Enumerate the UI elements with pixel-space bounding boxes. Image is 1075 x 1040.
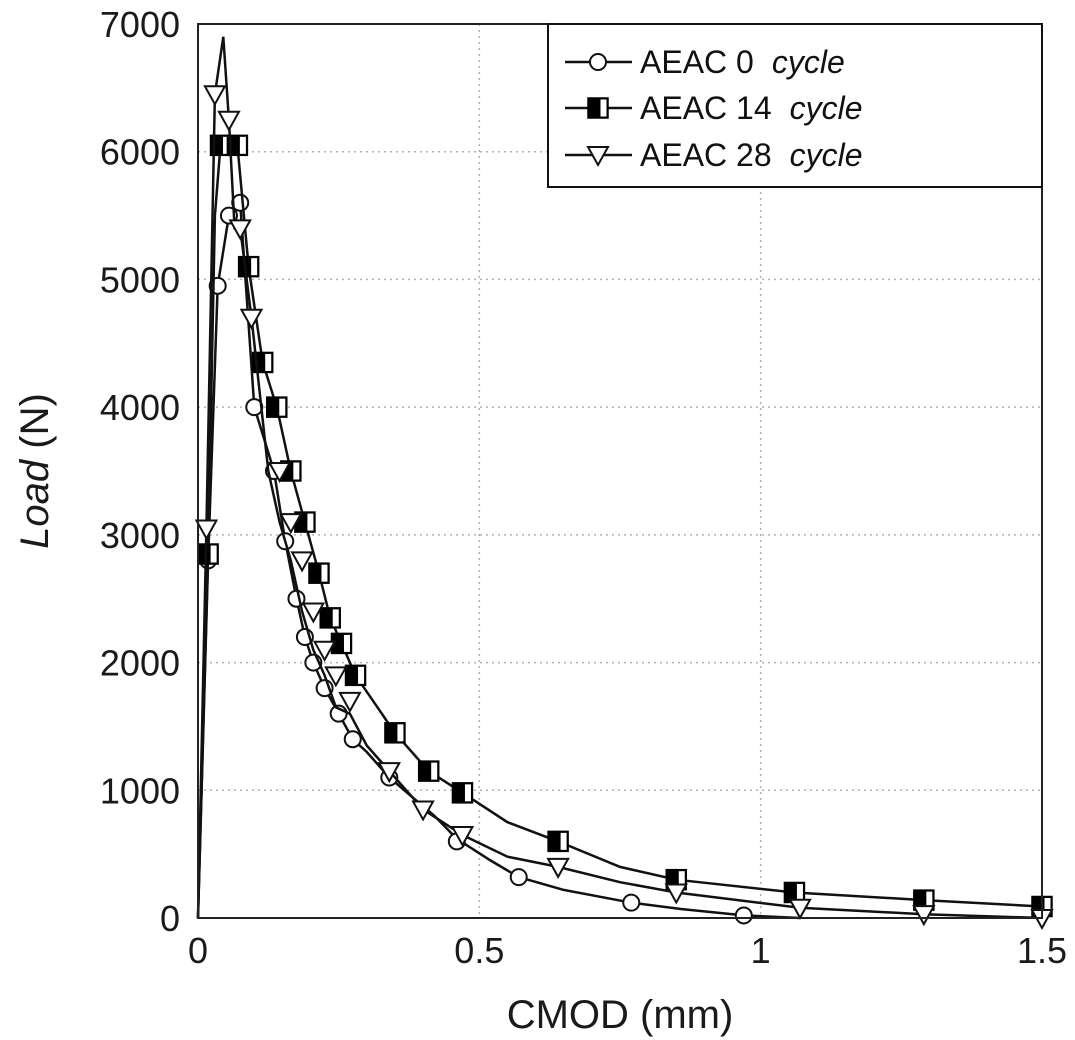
legend-label: AEAC 28 cycle: [640, 137, 863, 173]
data-point-2: [330, 632, 353, 655]
y-tick-label: 1000: [100, 770, 180, 811]
data-point-3: [312, 640, 337, 662]
y-tick-label: 2000: [100, 643, 180, 684]
y-tick-label: 3000: [100, 515, 180, 556]
y-tick-label: 7000: [100, 4, 180, 45]
data-point-2-highlight: [357, 665, 366, 685]
y-axis-label-quantity: Load: [13, 458, 57, 549]
data-point-2-highlight: [430, 761, 439, 781]
data-point-2: [319, 607, 341, 629]
legend-entry-2: AEAC 14 cycle: [565, 90, 863, 126]
data-point-3: [290, 551, 314, 573]
y-tick-label: 0: [160, 898, 180, 939]
data-point-3: [411, 800, 435, 822]
data-point-2: [308, 562, 330, 584]
data-point-2: [384, 722, 406, 744]
data-point-2-highlight: [559, 831, 568, 851]
data-point-3: [239, 308, 264, 330]
y-axis-label: Load (N): [13, 393, 57, 549]
data-point-3: [228, 219, 252, 241]
data-point-2-highlight: [795, 882, 804, 902]
legend-series-suffix: cycle: [772, 44, 845, 80]
data-point-2: [417, 760, 440, 782]
plot-series: [194, 36, 1054, 931]
legend-marker: [589, 53, 607, 71]
legend-series-name: AEAC 0: [640, 44, 754, 80]
x-axis-label: CMOD (mm): [507, 993, 734, 1037]
data-point-2-highlight: [463, 783, 472, 803]
series-line-1: [196, 199, 801, 920]
legend-label: AEAC 14 cycle: [640, 90, 863, 126]
y-axis-label-unit: (N): [13, 393, 57, 460]
data-point-3: [450, 825, 475, 848]
legend-marker: [586, 146, 610, 168]
data-point-3: [217, 110, 241, 132]
data-point-2-highlight: [342, 633, 351, 653]
y-axis-ticks: 0 1000 2000 3000 4000 5000 6000 7000: [100, 4, 180, 939]
data-point-2: [547, 830, 569, 853]
data-point-3: [203, 85, 227, 107]
data-point-2-highlight: [331, 608, 340, 628]
data-point-2: [266, 396, 288, 418]
data-point-2-highlight: [278, 397, 287, 417]
legend-series-name: AEAC 28: [640, 137, 772, 173]
y-tick-label: 4000: [100, 387, 180, 428]
data-point-2: [197, 543, 219, 565]
data-point-3: [788, 898, 812, 920]
data-point-3: [912, 905, 936, 927]
data-point-2-highlight: [396, 723, 405, 743]
data-point-1: [509, 868, 528, 887]
data-point-2-highlight: [306, 512, 315, 532]
data-point-2: [237, 255, 260, 278]
data-point-2-highlight: [238, 135, 247, 155]
data-point-3: [324, 666, 348, 688]
legend-entry-1: AEAC 0 cycle: [565, 44, 845, 80]
data-point-3: [377, 762, 402, 784]
data-point-2: [451, 782, 474, 804]
data-point-3: [546, 857, 570, 879]
data-point-3: [301, 602, 326, 624]
series-2: [196, 134, 1053, 919]
data-point-1: [287, 589, 306, 608]
x-tick-label: 0: [188, 930, 208, 971]
data-point-2-highlight: [209, 544, 218, 564]
legend-label: AEAC 0 cycle: [640, 44, 845, 80]
data-point-3: [279, 513, 303, 535]
legend-series-name: AEAC 14: [640, 90, 772, 126]
data-point-2: [913, 889, 935, 911]
legend-entry-3: AEAC 28 cycle: [565, 137, 863, 173]
data-point-2: [226, 134, 249, 157]
x-axis-ticks: 0 0.5 1 1.5: [188, 930, 1067, 971]
x-tick-label: 1: [751, 930, 771, 971]
data-point-2: [783, 881, 806, 904]
series-line-3: [196, 36, 1043, 920]
data-point-2-highlight: [250, 257, 259, 277]
y-tick-label: 5000: [100, 259, 180, 300]
x-tick-label: 0.5: [454, 930, 504, 971]
x-tick-label: 1.5: [1017, 930, 1067, 971]
series-line-2: [196, 144, 1043, 919]
legend-series-suffix: cycle: [790, 90, 863, 126]
legend-box: [547, 23, 1043, 188]
data-point-3: [664, 883, 688, 905]
data-point-2: [344, 664, 367, 687]
series-3: [194, 36, 1054, 931]
data-point-1: [622, 893, 641, 912]
y-tick-label: 6000: [100, 132, 180, 173]
data-point-2-highlight: [320, 563, 329, 583]
legend-series-suffix: cycle: [790, 137, 863, 173]
legend-marker-highlight: [599, 98, 608, 118]
data-point-2-highlight: [292, 461, 301, 481]
data-point-1: [734, 906, 753, 925]
legend-marker: [587, 97, 609, 119]
data-point-1: [343, 730, 362, 749]
data-point-3: [338, 691, 362, 713]
series-1: [196, 193, 801, 925]
data-point-2-highlight: [264, 352, 273, 372]
data-point-3: [267, 462, 292, 484]
data-point-3: [194, 519, 219, 541]
